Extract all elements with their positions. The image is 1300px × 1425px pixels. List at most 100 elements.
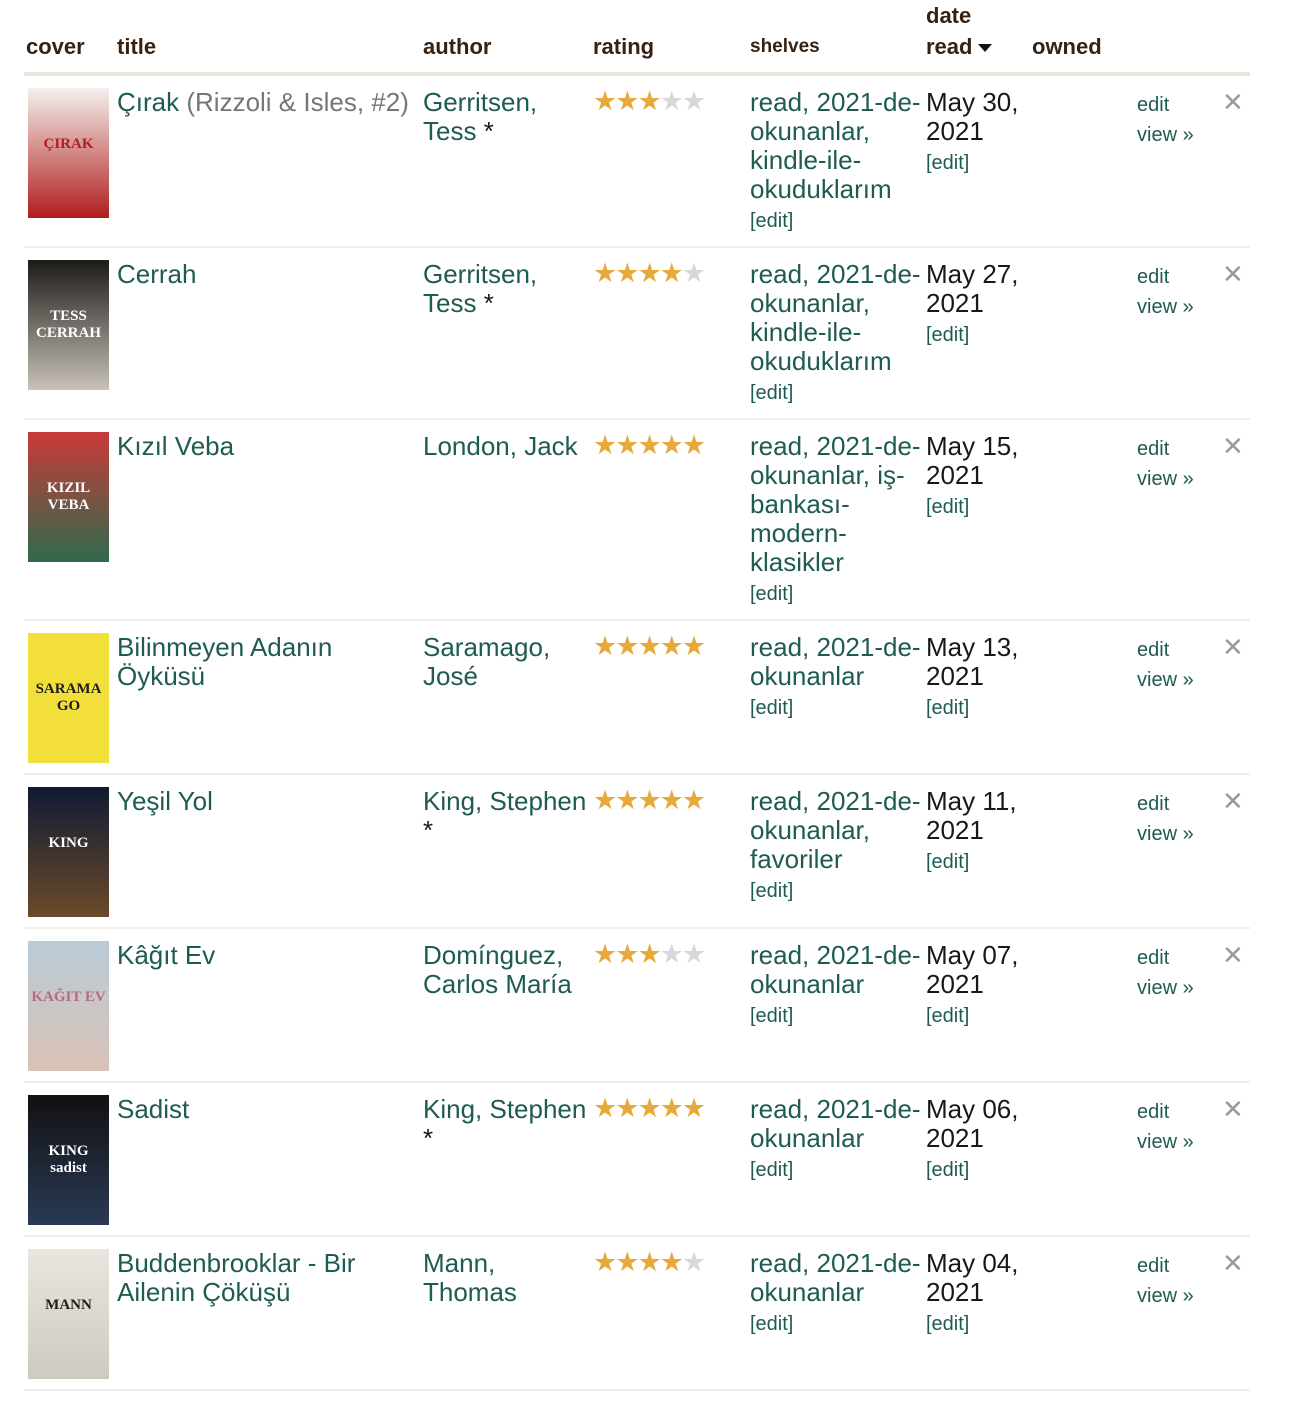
star-icon[interactable]: ★ [681,1247,706,1277]
star-icon[interactable]: ★ [593,258,617,288]
edit-link[interactable]: edit [1137,793,1170,815]
close-icon[interactable]: ✕ [1222,259,1244,289]
author-link[interactable]: Mann, Thomas [423,1248,517,1307]
close-icon[interactable]: ✕ [1222,786,1244,816]
star-icon[interactable]: ★ [637,258,661,288]
star-icon[interactable]: ★ [637,1247,661,1277]
star-icon[interactable]: ★ [593,430,617,460]
date-edit-link[interactable]: [edit] [926,496,970,518]
view-link[interactable]: view » [1137,124,1194,146]
shelves-edit-link[interactable]: [edit] [750,697,794,719]
book-title-link[interactable]: Kızıl Veba [117,431,235,461]
close-icon[interactable]: ✕ [1222,87,1244,117]
book-title-link[interactable]: Buddenbrooklar - Bir Ailenin Çöküşü [117,1248,356,1307]
shelves-edit-link[interactable]: [edit] [750,1005,794,1027]
star-rating[interactable]: ★★★★★ [593,430,750,460]
view-link[interactable]: view » [1137,823,1194,845]
shelves-edit-link[interactable]: [edit] [750,583,794,605]
star-icon[interactable]: ★ [593,785,617,815]
star-icon[interactable]: ★ [615,1093,639,1123]
date-edit-link[interactable]: [edit] [926,697,970,719]
edit-link[interactable]: edit [1137,947,1170,969]
close-icon[interactable]: ✕ [1222,1094,1244,1124]
book-cover[interactable]: MANN [28,1249,109,1379]
close-icon[interactable]: ✕ [1222,1248,1244,1278]
book-cover[interactable]: SARAMAGO [28,633,109,763]
close-icon[interactable]: ✕ [1222,940,1244,970]
close-icon[interactable]: ✕ [1222,431,1244,461]
date-edit-link[interactable]: [edit] [926,851,970,873]
author-link[interactable]: Domínguez, Carlos María [423,940,572,999]
edit-link[interactable]: edit [1137,1255,1170,1277]
star-icon[interactable]: ★ [615,430,639,460]
star-icon[interactable]: ★ [637,86,661,116]
edit-link[interactable]: edit [1137,1101,1170,1123]
col-title[interactable]: title [117,0,423,76]
col-shelves[interactable]: shelves [750,0,926,76]
star-icon[interactable]: ★ [637,631,661,661]
star-icon[interactable]: ★ [681,86,706,116]
star-icon[interactable]: ★ [659,631,684,661]
star-icon[interactable]: ★ [637,430,661,460]
book-title-link[interactable]: Kâğıt Ev [117,940,216,970]
author-link[interactable]: London, Jack [423,431,578,461]
star-icon[interactable]: ★ [615,1247,639,1277]
shelves-links[interactable]: read, 2021-de-okunanlar, iş-bankası-mode… [750,431,921,577]
author-link[interactable]: Gerritsen, Tess [423,87,538,146]
author-link[interactable]: King, Stephen [423,786,587,816]
star-icon[interactable]: ★ [659,939,684,969]
view-link[interactable]: view » [1137,977,1194,999]
view-link[interactable]: view » [1137,1131,1194,1153]
shelves-links[interactable]: read, 2021-de-okunanlar [750,1248,921,1307]
col-author[interactable]: author [423,0,593,76]
date-edit-link[interactable]: [edit] [926,1005,970,1027]
author-link[interactable]: King, Stephen [423,1094,587,1124]
star-icon[interactable]: ★ [615,631,639,661]
author-link[interactable]: Saramago, José [423,632,551,691]
shelves-links[interactable]: read, 2021-de-okunanlar, kindle-ile-okud… [750,259,921,376]
star-icon[interactable]: ★ [637,785,661,815]
star-icon[interactable]: ★ [681,631,706,661]
date-edit-link[interactable]: [edit] [926,1159,970,1181]
star-icon[interactable]: ★ [659,1247,684,1277]
star-rating[interactable]: ★★★★★ [593,1093,750,1123]
book-title-link[interactable]: Sadist [117,1094,190,1124]
book-cover[interactable]: ÇIRAK [28,88,109,218]
col-rating[interactable]: rating [593,0,750,76]
book-cover[interactable]: TESS CERRAH [28,260,109,390]
edit-link[interactable]: edit [1137,639,1170,661]
edit-link[interactable]: edit [1137,94,1170,116]
book-cover[interactable]: KING sadist [28,1095,109,1225]
star-rating[interactable]: ★★★★★ [593,1247,750,1277]
star-icon[interactable]: ★ [637,1093,661,1123]
col-cover[interactable]: cover [24,0,117,76]
book-cover[interactable]: KAĞIT EV [28,941,109,1071]
col-owned[interactable]: owned [1032,0,1137,76]
star-rating[interactable]: ★★★★★ [593,86,750,116]
edit-link[interactable]: edit [1137,266,1170,288]
star-icon[interactable]: ★ [681,430,706,460]
shelves-links[interactable]: read, 2021-de-okunanlar [750,940,921,999]
star-icon[interactable]: ★ [681,1093,706,1123]
shelves-edit-link[interactable]: [edit] [750,880,794,902]
star-icon[interactable]: ★ [681,939,706,969]
star-icon[interactable]: ★ [593,1247,617,1277]
star-icon[interactable]: ★ [593,1093,617,1123]
book-title-link[interactable]: Bilinmeyen Adanın Öyküsü [117,632,333,691]
close-icon[interactable]: ✕ [1222,632,1244,662]
star-icon[interactable]: ★ [659,258,684,288]
star-icon[interactable]: ★ [659,785,684,815]
book-cover[interactable]: KING [28,787,109,917]
date-edit-link[interactable]: [edit] [926,324,970,346]
shelves-edit-link[interactable]: [edit] [750,382,794,404]
book-title-link[interactable]: Çırak [117,87,180,117]
shelves-links[interactable]: read, 2021-de-okunanlar [750,632,921,691]
shelves-edit-link[interactable]: [edit] [750,1313,794,1335]
star-icon[interactable]: ★ [637,939,661,969]
date-edit-link[interactable]: [edit] [926,1313,970,1335]
date-edit-link[interactable]: [edit] [926,152,970,174]
view-link[interactable]: view » [1137,468,1194,490]
star-icon[interactable]: ★ [615,258,639,288]
star-icon[interactable]: ★ [615,939,639,969]
star-icon[interactable]: ★ [659,1093,684,1123]
